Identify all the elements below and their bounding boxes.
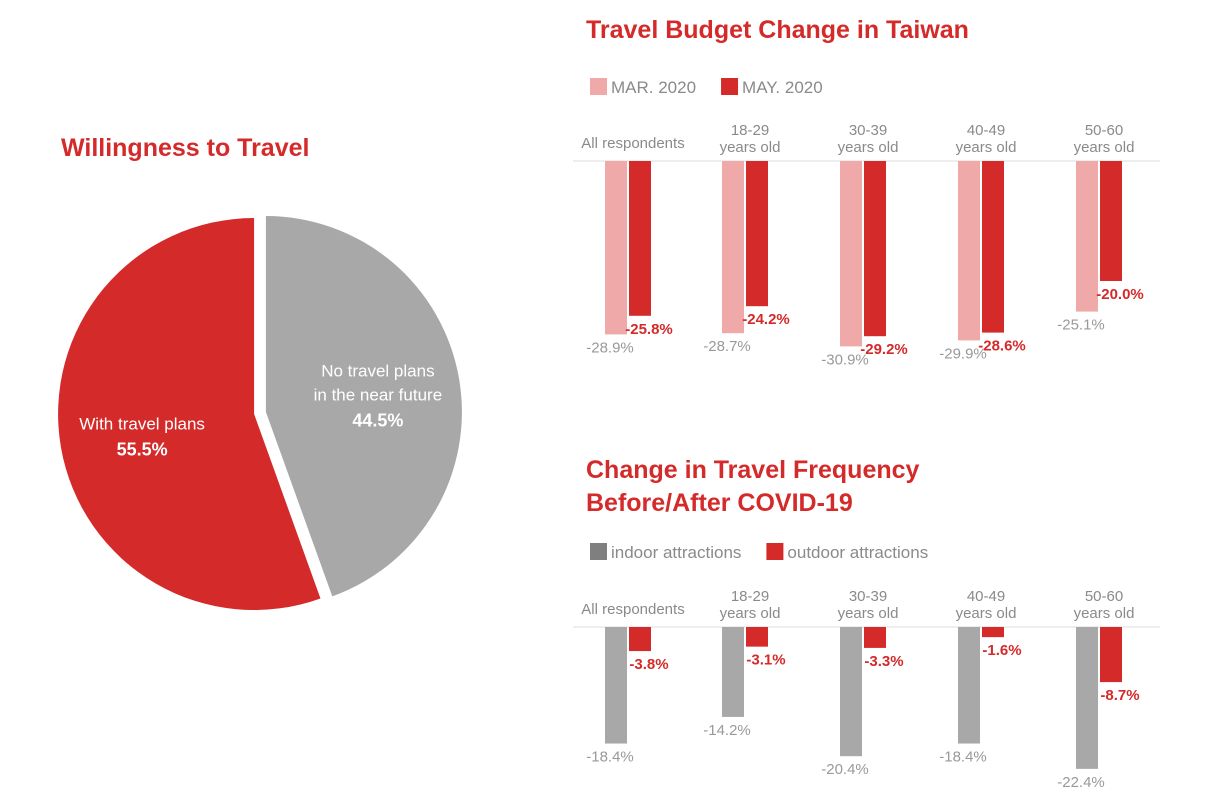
data-label: -3.8% — [629, 656, 668, 673]
legend-swatch-0 — [590, 78, 607, 95]
bar-1 — [864, 627, 886, 648]
bar-1 — [629, 627, 651, 652]
pie-chart-title: Willingness to Travel — [61, 134, 310, 162]
category-label: years old — [1074, 605, 1135, 622]
category-label: years old — [956, 605, 1017, 622]
legend-label-0: indoor attractions — [611, 543, 741, 562]
bar-1 — [1100, 627, 1122, 683]
category-label: 30-39 — [849, 122, 887, 139]
bar-0 — [1076, 161, 1098, 312]
data-label: -8.7% — [1100, 687, 1139, 704]
data-label: -22.4% — [1057, 774, 1105, 791]
data-label: -30.9% — [821, 351, 869, 368]
pie-slice-value: 44.5% — [352, 410, 403, 430]
bar-1 — [629, 161, 651, 316]
legend-label-1: MAY. 2020 — [742, 78, 823, 97]
data-label: -24.2% — [742, 311, 790, 328]
bar-1 — [982, 161, 1004, 333]
category-label: 18-29 — [731, 588, 769, 605]
category-label: 18-29 — [731, 122, 769, 139]
bar-0 — [605, 627, 627, 744]
category-label: years old — [720, 605, 781, 622]
bar-0 — [840, 627, 862, 757]
bar-0 — [605, 161, 627, 335]
category-label: 40-49 — [967, 588, 1005, 605]
category-label: years old — [720, 139, 781, 156]
data-label: -20.0% — [1096, 286, 1144, 303]
pie-slice-1 — [58, 218, 321, 611]
category-label: All respondents — [581, 135, 684, 152]
data-label: -18.4% — [586, 749, 634, 766]
legend-swatch-1 — [721, 78, 739, 95]
legend-label-1: outdoor attractions — [787, 543, 928, 562]
data-label: -29.2% — [860, 341, 908, 358]
category-label: 30-39 — [849, 588, 887, 605]
pie-slice-label: With travel plans — [79, 415, 205, 434]
pie-slice-value: 55.5% — [117, 440, 168, 460]
legend-swatch-0 — [590, 543, 607, 560]
data-label: -28.9% — [586, 339, 634, 356]
category-label: 40-49 — [967, 122, 1005, 139]
category-label: years old — [838, 605, 899, 622]
frequency-chart-title: Change in Travel Frequency Before/After C… — [586, 456, 920, 517]
bar-0 — [722, 161, 744, 334]
data-label: -20.4% — [821, 761, 869, 778]
data-label: -3.3% — [864, 653, 903, 670]
data-label: -18.4% — [939, 749, 987, 766]
budget-chart-title: Travel Budget Change in Taiwan — [586, 16, 969, 44]
category-label: All respondents — [581, 601, 684, 618]
category-label: 50-60 — [1085, 122, 1123, 139]
bar-1 — [1100, 161, 1122, 281]
category-label: years old — [838, 139, 899, 156]
data-label: -14.2% — [703, 722, 751, 739]
data-label: -3.1% — [746, 652, 785, 669]
bar-1 — [864, 161, 886, 337]
pie-slice-label: No travel plans — [321, 361, 434, 380]
category-label: years old — [956, 139, 1017, 156]
data-label: -1.6% — [982, 642, 1021, 659]
data-label: -28.6% — [978, 338, 1026, 355]
bar-0 — [958, 161, 980, 341]
data-label: -25.1% — [1057, 317, 1105, 334]
bar-0 — [840, 161, 862, 347]
bar-1 — [746, 627, 768, 647]
bar-0 — [1076, 627, 1098, 769]
legend-swatch-1 — [766, 543, 784, 560]
data-label: -29.9% — [939, 345, 987, 362]
bar-0 — [722, 627, 744, 717]
category-label: 50-60 — [1085, 588, 1123, 605]
data-label: -25.8% — [625, 321, 673, 338]
bar-1 — [746, 161, 768, 307]
category-label: years old — [1074, 139, 1135, 156]
bar-1 — [982, 627, 1004, 638]
pie-slice-0 — [265, 215, 462, 597]
pie-slice-label: in the near future — [314, 385, 443, 404]
bar-0 — [958, 627, 980, 744]
legend-label-0: MAR. 2020 — [611, 78, 696, 97]
data-label: -28.7% — [703, 338, 751, 355]
